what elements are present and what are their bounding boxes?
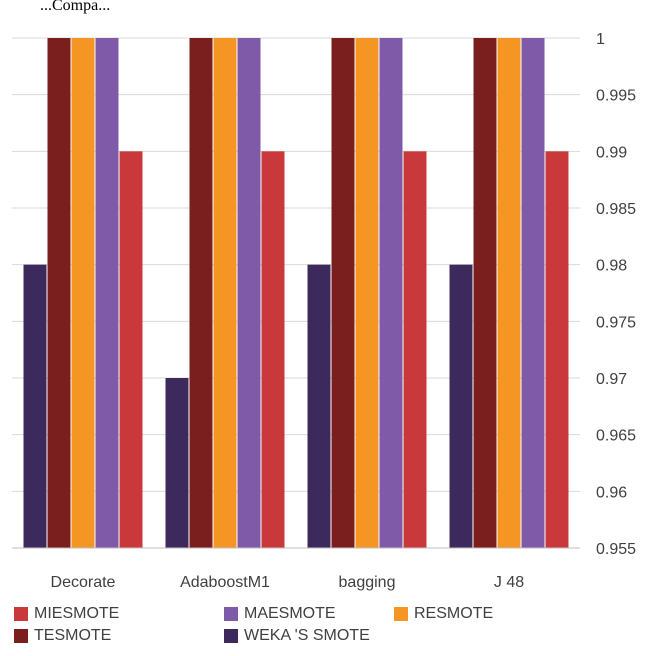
bar	[165, 378, 189, 548]
legend-item: WEKA 'S SMOTE	[224, 627, 370, 645]
legend-item: MIESMOTE	[14, 605, 119, 623]
legend-swatch	[224, 607, 238, 621]
legend-item: MAESMOTE	[224, 605, 336, 623]
x-tick-labels: Decorate AdaboostM1 bagging J 48	[51, 574, 525, 591]
legend-label: RESMOTE	[414, 605, 494, 622]
x-tick-label: AdaboostM1	[180, 574, 270, 591]
x-tick-label: Decorate	[51, 574, 116, 591]
x-tick-label: J 48	[494, 574, 524, 591]
legend-swatch	[14, 629, 28, 643]
legend-label: TESMOTE	[34, 627, 112, 644]
y-tick-label: 0.975	[596, 314, 636, 331]
y-tick-label: 0.985	[596, 201, 636, 218]
bar	[261, 151, 285, 549]
legend-label: MAESMOTE	[244, 605, 336, 622]
y-tick-label: 0.955	[596, 541, 636, 558]
legend-label: MIESMOTE	[34, 605, 120, 622]
legend-label: WEKA 'S SMOTE	[244, 627, 370, 644]
y-tick-label: 0.98	[596, 258, 627, 275]
bar	[213, 38, 237, 548]
bar	[379, 38, 403, 548]
y-tick-label: 0.96	[596, 484, 627, 501]
bar	[403, 151, 427, 549]
legend-item: RESMOTE	[394, 605, 493, 623]
bars	[23, 38, 569, 549]
bar	[47, 38, 71, 548]
bar	[189, 38, 213, 548]
bar	[95, 38, 119, 548]
bar	[71, 38, 95, 548]
x-tick-label: bagging	[339, 574, 396, 591]
y-tick-label: 0.99	[596, 144, 627, 161]
bar	[473, 38, 497, 548]
bar	[355, 38, 379, 548]
bar	[497, 38, 521, 548]
legend-swatch	[14, 607, 28, 621]
legend-swatch	[224, 629, 238, 643]
y-tick-label: 0.995	[596, 88, 636, 105]
bar	[449, 264, 473, 548]
y-tick-label: 0.965	[596, 428, 636, 445]
bar	[521, 38, 545, 548]
bar	[307, 264, 331, 548]
y-tick-labels: 1 0.995 0.99 0.985 0.98 0.975 0.97 0.965 0.96 0.9…	[596, 31, 636, 558]
y-tick-label: 0.97	[596, 371, 627, 388]
bar	[331, 38, 355, 548]
bar	[23, 264, 47, 548]
caption-fragment: ...Compa...	[40, 0, 111, 14]
bar	[545, 151, 569, 549]
legend: MIESMOTE MAESMOTE RESMOTE TESMOTE WEKA 'S SM…	[14, 605, 654, 653]
legend-item: TESMOTE	[14, 627, 111, 645]
bar	[237, 38, 261, 548]
y-tick-label: 1	[596, 31, 605, 48]
bar	[119, 151, 143, 549]
legend-swatch	[394, 607, 408, 621]
